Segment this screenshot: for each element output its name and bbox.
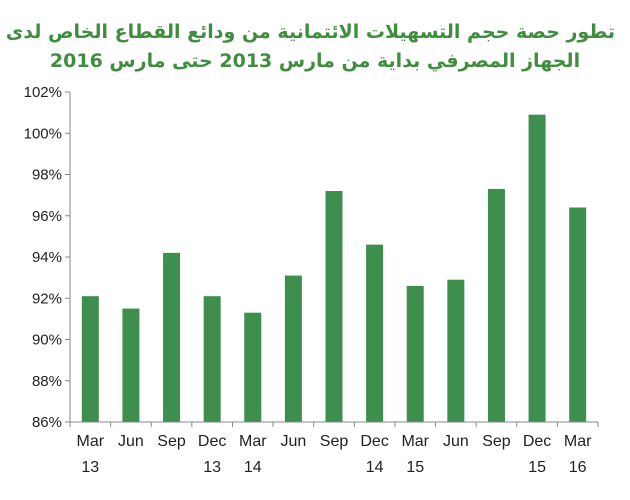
bar xyxy=(163,252,181,422)
y-tick-label: 100% xyxy=(24,125,62,142)
bar xyxy=(325,191,343,422)
x-tick-label-year: 15 xyxy=(528,459,546,476)
y-tick-label: 92% xyxy=(32,290,62,307)
x-tick-label: Dec xyxy=(360,433,388,450)
bar xyxy=(447,279,465,422)
bar xyxy=(244,312,262,422)
x-tick-label: Mar xyxy=(564,433,592,450)
y-tick-label: 94% xyxy=(32,249,62,266)
bar xyxy=(81,296,99,422)
bar xyxy=(528,114,546,422)
x-tick-label: Dec xyxy=(198,433,226,450)
x-tick-label: Sep xyxy=(482,433,511,450)
x-tick-label-year: 16 xyxy=(569,459,587,476)
x-tick-label: Sep xyxy=(157,433,186,450)
x-tick-label: Jun xyxy=(280,433,306,450)
x-tick-label-year: 15 xyxy=(406,459,424,476)
bar xyxy=(406,285,424,422)
x-tick-label: Mar xyxy=(77,433,105,450)
x-tick-label-year: 14 xyxy=(244,459,262,476)
bar xyxy=(284,275,302,422)
bar xyxy=(569,207,587,422)
x-tick-label: Sep xyxy=(320,433,349,450)
chart-title-line-1: تطور حصة حجم التسهيلات الائتمانية من ودا… xyxy=(5,21,615,43)
x-tick-label: Jun xyxy=(443,433,469,450)
x-axis: Mar 13 Jun Sep Dec 13 Mar 14 Jun Sep Dec 14 Mar 15 Jun… xyxy=(69,421,599,476)
bar xyxy=(122,308,140,422)
chart-title-line-2: الجهاز المصرفي بداية من مارس 2013 حتى ما… xyxy=(49,50,581,72)
y-axis: 86% 88% 90% 92% 94% 96% 98% 100% 102% xyxy=(24,84,71,431)
x-tick-label: Dec xyxy=(523,433,551,450)
x-tick-label: Mar xyxy=(401,433,429,450)
x-tick-label-year: 14 xyxy=(366,459,384,476)
x-tick-label-year: 13 xyxy=(81,459,99,476)
chart-title: تطور حصة حجم التسهيلات الائتمانية من ودا… xyxy=(5,18,615,76)
bar xyxy=(203,296,221,422)
y-tick-label: 86% xyxy=(32,414,62,431)
y-tick-label: 90% xyxy=(32,332,62,349)
bar xyxy=(366,244,384,422)
y-tick-label: 88% xyxy=(32,373,62,390)
x-tick-label: Jun xyxy=(118,433,144,450)
x-tick-label-year: 13 xyxy=(203,459,221,476)
bar xyxy=(487,188,505,422)
x-tick-label: Mar xyxy=(239,433,267,450)
y-tick-label: 102% xyxy=(24,84,62,101)
y-tick-label: 98% xyxy=(32,167,62,184)
bars xyxy=(81,114,587,422)
y-tick-label: 96% xyxy=(32,208,62,225)
